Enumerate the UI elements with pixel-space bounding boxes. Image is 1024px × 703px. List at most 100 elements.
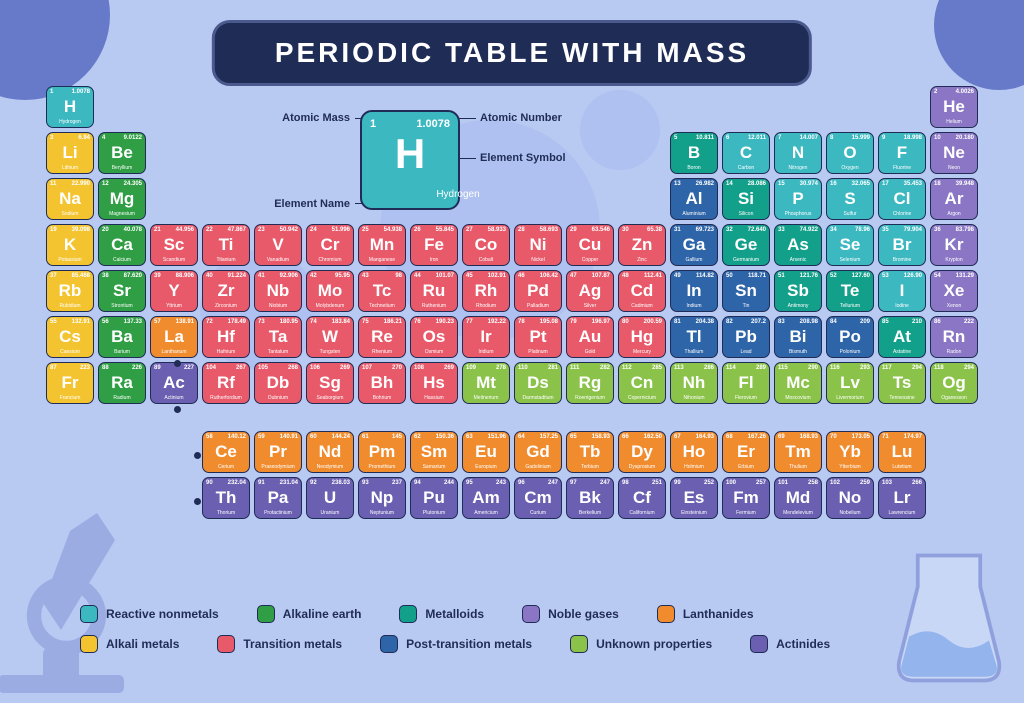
element-symbol: Tb bbox=[567, 442, 613, 462]
element-name: Rubidium bbox=[47, 303, 93, 309]
element-number: 77 bbox=[466, 319, 473, 325]
element-cell-ra: 88226RaRadium bbox=[98, 362, 146, 404]
element-symbol: Ts bbox=[879, 373, 925, 393]
element-name: Platinum bbox=[515, 349, 561, 355]
element-mass: 178.49 bbox=[228, 319, 246, 325]
element-cell-os: 76190.23OsOsmium bbox=[410, 316, 458, 358]
element-cell-ge: 3272.640GeGermanium bbox=[722, 224, 770, 266]
element-number: 2 bbox=[934, 89, 937, 95]
legend-item-actinide: Actinides bbox=[750, 635, 830, 653]
element-number: 33 bbox=[778, 227, 785, 233]
element-cell-cs: 55132.91CsCaesium bbox=[46, 316, 94, 358]
element-number: 67 bbox=[674, 434, 681, 440]
element-name: Berkelium bbox=[567, 510, 613, 516]
element-mass: 78.96 bbox=[855, 227, 870, 233]
element-name: Bohrium bbox=[359, 395, 405, 401]
element-name: Samarium bbox=[411, 464, 457, 470]
element-name: Fermium bbox=[723, 510, 769, 516]
element-mass: 121.76 bbox=[800, 273, 818, 279]
element-symbol: Ac bbox=[151, 373, 197, 393]
element-mass: 137.33 bbox=[124, 319, 142, 325]
element-symbol: Cm bbox=[515, 488, 561, 508]
element-number: 29 bbox=[570, 227, 577, 233]
element-symbol: Mg bbox=[99, 189, 145, 209]
element-symbol: Hf bbox=[203, 327, 249, 347]
element-symbol: Nh bbox=[671, 373, 717, 393]
element-name: Rutherfordium bbox=[203, 395, 249, 401]
element-number: 24 bbox=[310, 227, 317, 233]
element-cell-db: 105268DbDubnium bbox=[254, 362, 302, 404]
legend-swatch-icon bbox=[257, 605, 275, 623]
element-name: Neon bbox=[931, 165, 977, 171]
beaker-icon bbox=[884, 543, 1014, 693]
element-name: Rhodium bbox=[463, 303, 509, 309]
element-name: Sodium bbox=[47, 211, 93, 217]
element-symbol: Pb bbox=[723, 327, 769, 347]
element-name: Livermorium bbox=[827, 395, 873, 401]
element-number: 54 bbox=[934, 273, 941, 279]
element-cell-re: 75186.21ReRhenium bbox=[358, 316, 406, 358]
element-name: Vanadium bbox=[255, 257, 301, 263]
element-mass: 174.97 bbox=[904, 434, 922, 440]
element-name: Molybdenum bbox=[307, 303, 353, 309]
element-number: 47 bbox=[570, 273, 577, 279]
element-mass: 40.078 bbox=[124, 227, 142, 233]
element-name: Seaborgium bbox=[307, 395, 353, 401]
element-cell-fm: 100257FmFermium bbox=[722, 477, 770, 519]
element-symbol: Cl bbox=[879, 189, 925, 209]
element-symbol: Cs bbox=[47, 327, 93, 347]
element-cell-cd: 48112.41CdCadmium bbox=[618, 270, 666, 312]
element-number: 93 bbox=[362, 480, 369, 486]
element-mass: 145 bbox=[392, 434, 402, 440]
element-number: 10 bbox=[934, 135, 941, 141]
element-number: 25 bbox=[362, 227, 369, 233]
element-number: 100 bbox=[726, 480, 736, 486]
element-mass: 51.996 bbox=[332, 227, 350, 233]
element-symbol: Ga bbox=[671, 235, 717, 255]
element-number: 37 bbox=[50, 273, 57, 279]
element-cell-as: 3374.922AsArsenic bbox=[774, 224, 822, 266]
element-cell-f: 918.998FFluorine bbox=[878, 132, 926, 174]
element-symbol: Sm bbox=[411, 442, 457, 462]
element-mass: 150.36 bbox=[436, 434, 454, 440]
element-symbol: Pm bbox=[359, 442, 405, 462]
element-mass: 168.93 bbox=[800, 434, 818, 440]
element-cell-co: 2758.933CoCobalt bbox=[462, 224, 510, 266]
element-mass: 10.811 bbox=[696, 135, 714, 141]
element-symbol: P bbox=[775, 189, 821, 209]
element-cell-tc: 4398TcTechnetium bbox=[358, 270, 406, 312]
element-number: 81 bbox=[674, 319, 681, 325]
element-symbol: Ta bbox=[255, 327, 301, 347]
element-name: Mendelevium bbox=[775, 510, 821, 516]
element-mass: 294 bbox=[912, 365, 922, 371]
element-number: 87 bbox=[50, 365, 57, 371]
element-symbol: Pr bbox=[255, 442, 301, 462]
element-number: 105 bbox=[258, 365, 268, 371]
element-symbol: Hg bbox=[619, 327, 665, 347]
element-cell-ir: 77192.22IrIridium bbox=[462, 316, 510, 358]
legend-item-lanthanide: Lanthanides bbox=[657, 605, 754, 623]
element-number: 28 bbox=[518, 227, 525, 233]
connector-dot-icon bbox=[174, 360, 181, 367]
element-mass: 1.0078 bbox=[72, 89, 90, 95]
element-mass: 247 bbox=[600, 480, 610, 486]
element-number: 113 bbox=[674, 365, 684, 371]
element-name: Gallium bbox=[671, 257, 717, 263]
element-cell-xe: 54131.29XeXenon bbox=[930, 270, 978, 312]
element-cell-cn: 112285CnCopernicium bbox=[618, 362, 666, 404]
element-cell-dy: 66162.50DyDysprosium bbox=[618, 431, 666, 473]
element-cell-nd: 60144.24NdNeodymium bbox=[306, 431, 354, 473]
element-number: 91 bbox=[258, 480, 265, 486]
element-number: 41 bbox=[258, 273, 265, 279]
element-name: Hydrogen bbox=[47, 119, 93, 125]
element-name: Chlorine bbox=[879, 211, 925, 217]
legend-item-reactive-nonmetal: Reactive nonmetals bbox=[80, 605, 219, 623]
element-cell-br: 3579.904BrBromine bbox=[878, 224, 926, 266]
sample-element-cell: 1 1.0078 H Hydrogen bbox=[360, 110, 460, 210]
element-symbol: Na bbox=[47, 189, 93, 209]
element-name: Silver bbox=[567, 303, 613, 309]
element-symbol: Al bbox=[671, 189, 717, 209]
element-symbol: Mc bbox=[775, 373, 821, 393]
element-name: Dysprosium bbox=[619, 464, 665, 470]
element-cell-bh: 107270BhBohrium bbox=[358, 362, 406, 404]
